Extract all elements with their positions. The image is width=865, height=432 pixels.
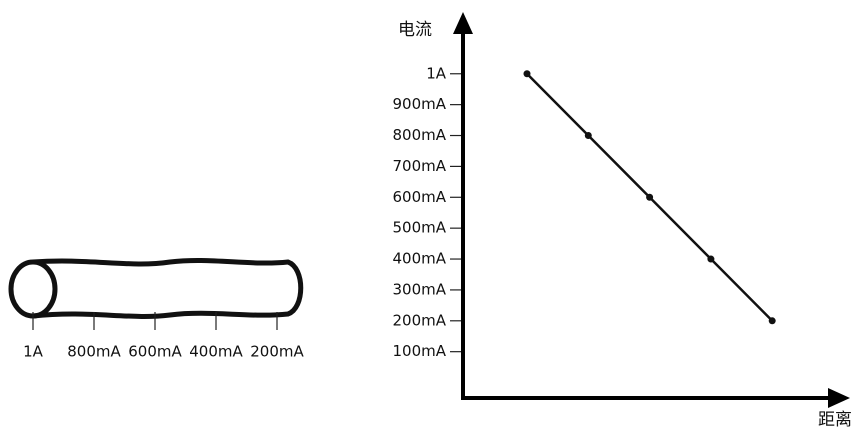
data-point: [584, 132, 592, 140]
y-tick-label: 300mA: [392, 280, 446, 298]
cable-label: 800mA: [67, 343, 121, 361]
cable-body: [32, 257, 304, 319]
y-tick-label: 400mA: [392, 250, 446, 268]
y-axis-label: 电流: [398, 20, 432, 40]
data-point: [707, 255, 715, 263]
y-tick-label: 700mA: [392, 157, 446, 175]
cable-label: 1A: [23, 343, 44, 361]
data-point: [523, 70, 531, 78]
x-axis-arrow: [828, 388, 850, 408]
data-point: [768, 317, 776, 325]
cable: [8, 257, 304, 319]
cable-label: 200mA: [250, 343, 304, 361]
y-tick-label: 600mA: [392, 188, 446, 206]
cable-label: 600mA: [128, 343, 182, 361]
y-tick-label: 1A: [426, 64, 447, 82]
y-axis-arrow: [453, 12, 473, 34]
y-tick-label: 900mA: [392, 95, 446, 113]
x-axis-label: 距离: [818, 410, 852, 430]
cable-end: [8, 259, 58, 319]
y-tick-label: 500mA: [392, 219, 446, 237]
y-tick-label: 200mA: [392, 311, 446, 329]
y-tick-label: 800mA: [392, 126, 446, 144]
y-tick-label: 100mA: [392, 342, 446, 360]
data-point: [646, 193, 654, 201]
cable-label: 400mA: [189, 343, 243, 361]
